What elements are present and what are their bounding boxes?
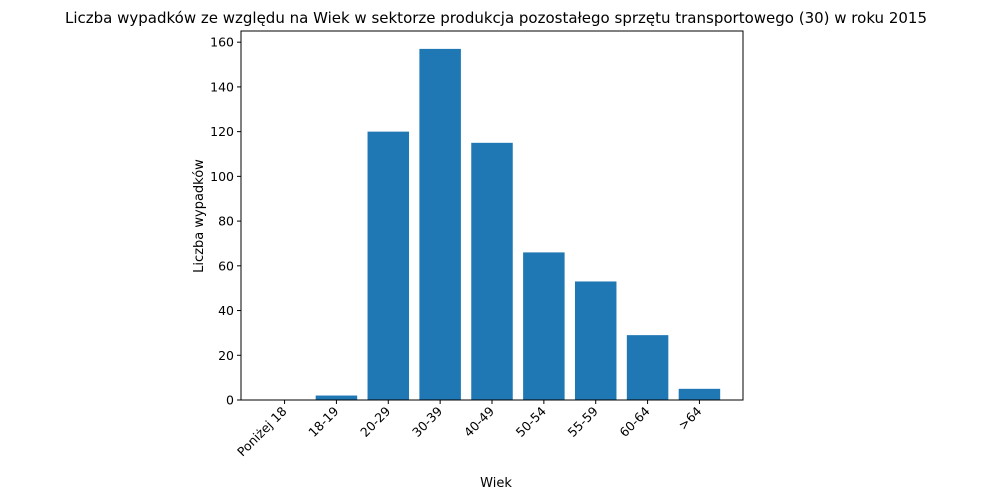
y-tick-label-4: 80 (218, 214, 234, 229)
y-tick-label-8: 160 (210, 35, 234, 50)
x-tick-label-1: 18-19 (305, 403, 341, 439)
bar-4 (471, 142, 513, 400)
x-tick-label-0: Poniżej 18 (234, 403, 290, 459)
x-tick-label-6: 55-59 (565, 403, 601, 439)
x-tick-label-7: 60-64 (616, 403, 652, 439)
x-tick-label-2: 20-29 (357, 403, 393, 439)
bars-group (315, 48, 721, 401)
y-tick-label-5: 100 (210, 169, 234, 184)
x-axis-label: Wiek (480, 476, 512, 491)
bar-6 (574, 281, 617, 400)
bar-7 (626, 335, 669, 400)
bar-5 (523, 252, 565, 400)
plot-frame (240, 30, 744, 401)
y-tick-label-3: 60 (218, 258, 234, 273)
bar-2 (367, 131, 410, 401)
y-tick-label-6: 120 (210, 124, 234, 139)
bar-8 (678, 388, 721, 400)
x-tick-label-5: 50-54 (513, 403, 549, 439)
bar-1 (315, 395, 358, 400)
chart-title: Liczba wypadków ze względu na Wiek w sek… (65, 9, 927, 27)
y-axis-ticks: 0 20 40 60 80 100 120 140 160 (210, 35, 241, 408)
y-axis-label: Liczba wypadków (192, 159, 207, 273)
bar-3 (419, 48, 461, 401)
x-tick-label-4: 40-49 (461, 403, 497, 439)
x-tick-label-8: >64 (675, 403, 704, 432)
y-tick-label-2: 40 (218, 303, 234, 318)
y-tick-label-7: 140 (210, 79, 234, 94)
y-tick-label-0: 0 (226, 393, 234, 408)
y-tick-label-1: 20 (218, 348, 234, 363)
x-axis-ticks: Poniżej 18 18-19 20-29 30-39 40-49 50-54 55-59… (234, 400, 705, 459)
x-tick-label-3: 30-39 (409, 403, 445, 439)
